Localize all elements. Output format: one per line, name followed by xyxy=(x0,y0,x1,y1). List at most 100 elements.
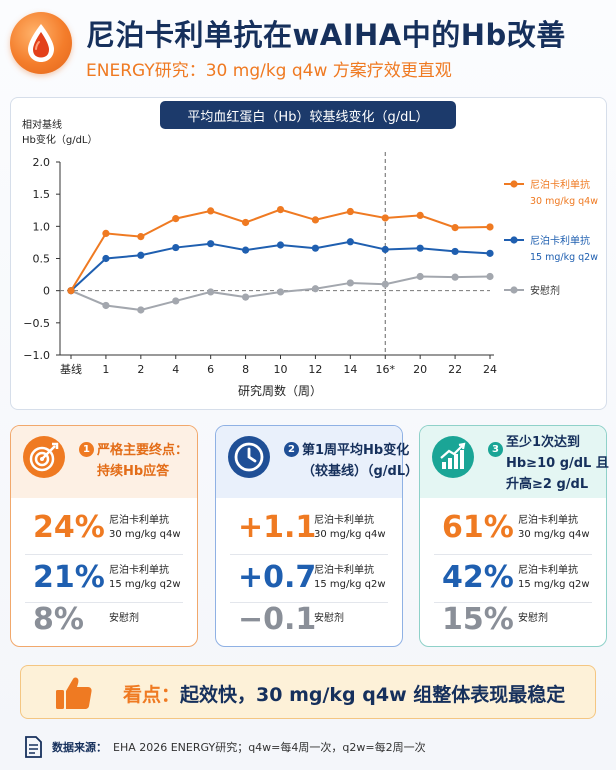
data-point xyxy=(241,218,250,227)
card-row-label: 尼泊卡利单抗 30 mg/kg q4w xyxy=(314,515,386,540)
data-point xyxy=(172,243,180,252)
y-tick-label: 2.0 xyxy=(33,156,51,169)
data-point xyxy=(416,272,424,281)
legend-marker xyxy=(510,286,518,294)
divider xyxy=(230,554,388,555)
card-hb-target: 3 至少1次达到 Hb≥10 g/dL 且 升高≥2 g/dL 61% 尼泊卡利… xyxy=(419,425,609,647)
data-point xyxy=(416,244,424,252)
data-point xyxy=(346,207,354,216)
card-value: 61% xyxy=(442,510,514,545)
divider xyxy=(434,602,592,603)
card-number: 3 xyxy=(488,442,503,457)
divider xyxy=(25,554,183,555)
legend-label: 尼泊卡利单抗 xyxy=(530,178,590,191)
card-row-label: 安慰剂 xyxy=(314,613,344,624)
x-tick-label: 16* xyxy=(376,363,396,376)
y-tick-label: 1.5 xyxy=(33,188,51,201)
card-row-label: 尼泊卡利单抗 15 mg/kg q2w xyxy=(109,565,181,590)
card-title: 至少1次达到 Hb≥10 g/dL 且 升高≥2 g/dL xyxy=(506,435,609,492)
card-row-label: 尼泊卡利单抗 30 mg/kg q4w xyxy=(109,515,181,540)
data-point xyxy=(67,287,75,295)
header: 尼泊卡利单抗在wAIHA中的Hb改善 ENERGY研究：30 mg/kg q4w… xyxy=(0,0,616,92)
blood-drop-logo xyxy=(10,12,72,74)
x-tick-label: 12 xyxy=(308,363,322,376)
card-row-label: 尼泊卡利单抗 15 mg/kg q2w xyxy=(518,565,590,590)
data-point xyxy=(311,285,320,293)
card-row: 42% 尼泊卡利单抗 15 mg/kg q2w xyxy=(420,554,606,604)
card-value: 24% xyxy=(33,510,105,545)
legend-dose: 30 mg/kg q4w xyxy=(530,196,598,207)
page-title: 尼泊卡利单抗在wAIHA中的Hb改善 xyxy=(86,18,566,52)
x-tick-label: 14 xyxy=(343,363,357,376)
blood-drop-icon xyxy=(28,24,54,62)
data-point xyxy=(276,241,285,249)
legend-marker xyxy=(510,236,518,244)
card-title: 第1周平均Hb变化 （较基线）（g/dL） xyxy=(302,443,419,479)
card-week1-change: 2 第1周平均Hb变化 （较基线）（g/dL） +1.1 尼泊卡利单抗 30 mg… xyxy=(215,425,418,647)
data-point xyxy=(207,288,215,296)
data-point xyxy=(137,233,145,241)
x-tick-label: 4 xyxy=(172,363,179,376)
chart-title: 平均血红蛋白（Hb）较基线变化（g/dL） xyxy=(160,101,456,129)
card-row-label: 安慰剂 xyxy=(518,613,548,624)
card-value: −0.1 xyxy=(238,602,317,637)
series-line xyxy=(70,240,491,292)
card-value: 8% xyxy=(33,602,84,637)
thumbs-up-icon xyxy=(56,677,92,709)
data-source: 数据来源： EHA 2026 ENERGY研究；q4w=每4周一次，q2w=每2… xyxy=(24,736,426,758)
data-point xyxy=(102,229,110,238)
x-tick-label: 2 xyxy=(137,363,144,376)
takeaway-text: 看点：起效快，30 mg/kg q4w 组整体表现最稳定 xyxy=(123,684,566,706)
y-axis-title: Hb变化（g/dL） xyxy=(22,133,98,146)
x-tick-label: 基线 xyxy=(60,362,82,376)
card-value: 15% xyxy=(442,602,514,637)
card-primary-endpoint: 1 严格主要终点： 持续Hb应答 24% 尼泊卡利单抗 30 mg/kg q4w … xyxy=(10,425,198,647)
y-tick-label: 1.0 xyxy=(33,220,51,233)
data-point xyxy=(102,254,110,263)
takeaway-banner: 看点：起效快，30 mg/kg q4w 组整体表现最稳定 xyxy=(20,665,596,719)
x-tick-label: 6 xyxy=(207,363,214,376)
divider xyxy=(25,602,183,603)
target-icon xyxy=(23,436,65,478)
card-row: 24% 尼泊卡利单抗 30 mg/kg q4w xyxy=(11,504,197,554)
legend-label: 安慰剂 xyxy=(530,284,560,297)
data-point xyxy=(311,216,320,224)
card-row: 15% 安慰剂 xyxy=(420,596,606,646)
data-point xyxy=(451,273,459,281)
series-line xyxy=(70,208,491,292)
card-row-label: 尼泊卡利单抗 30 mg/kg q4w xyxy=(518,515,590,540)
data-point xyxy=(207,240,215,248)
data-point xyxy=(241,293,250,301)
source-text: EHA 2026 ENERGY研究；q4w=每4周一次，q2w=每2周一次 xyxy=(113,741,426,754)
x-tick-label: 10 xyxy=(274,363,288,376)
data-point xyxy=(451,224,459,232)
legend-dose: 15 mg/kg q2w xyxy=(530,252,598,263)
x-tick-label: 1 xyxy=(102,363,109,376)
legend-label: 尼泊卡利单抗 xyxy=(530,234,590,247)
y-tick-label: −1.0 xyxy=(23,349,50,362)
card-number: 1 xyxy=(79,442,94,457)
card-row: −0.1 安慰剂 xyxy=(216,596,402,646)
data-point xyxy=(207,207,215,215)
data-point xyxy=(346,279,354,287)
card-row: 21% 尼泊卡利单抗 15 mg/kg q2w xyxy=(11,554,197,604)
y-axis-title: 相对基线 xyxy=(22,118,62,131)
growth-chart-icon xyxy=(432,436,474,478)
card-row: +0.7 尼泊卡利单抗 15 mg/kg q2w xyxy=(216,554,402,604)
card-value: 42% xyxy=(442,560,514,595)
x-axis-title: 研究周数（周） xyxy=(238,383,322,398)
data-point xyxy=(172,297,180,305)
chart-card xyxy=(10,97,607,410)
data-point xyxy=(102,301,110,310)
card-header: 2 第1周平均Hb变化 （较基线）（g/dL） xyxy=(216,426,418,498)
card-value: +0.7 xyxy=(238,560,317,595)
source-label: 数据来源： xyxy=(52,741,107,754)
document-icon xyxy=(25,736,42,758)
card-row-label: 安慰剂 xyxy=(109,613,139,624)
card-number: 2 xyxy=(284,442,299,457)
card-header: 1 严格主要终点： 持续Hb应答 xyxy=(11,426,197,498)
card-row: 8% 安慰剂 xyxy=(11,596,197,646)
data-point xyxy=(346,238,354,246)
data-point xyxy=(137,306,145,314)
